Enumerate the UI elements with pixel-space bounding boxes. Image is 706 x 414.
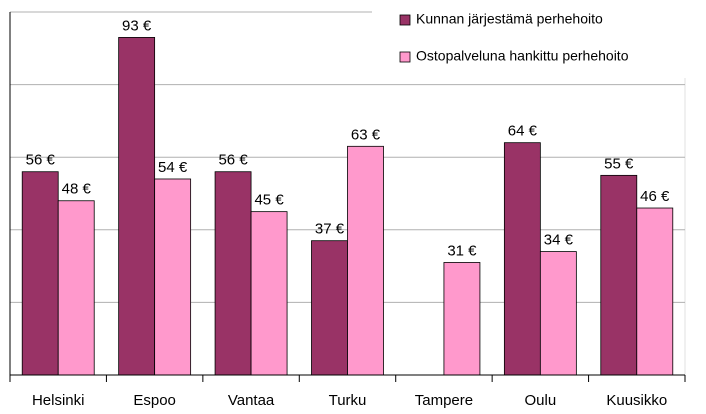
x-tick-label: Tampere	[415, 392, 473, 409]
data-label: 56 €	[26, 152, 56, 169]
bar	[214, 171, 252, 376]
bar	[443, 262, 481, 376]
bar	[118, 37, 156, 376]
legend-swatch	[399, 51, 411, 63]
legend-swatch	[399, 14, 411, 26]
x-tick-label: Oulu	[525, 392, 557, 409]
bar	[311, 240, 348, 376]
data-label: 31 €	[447, 242, 477, 259]
x-tick-label: Kuusikko	[606, 392, 667, 409]
bar	[347, 145, 384, 376]
data-label: 45 €	[254, 192, 284, 209]
data-label: 63 €	[351, 126, 381, 143]
x-tick-label: Helsinki	[32, 392, 85, 409]
legend-label: Ostopalveluna hankittu perhehoito	[416, 48, 629, 64]
data-label: 93 €	[122, 17, 152, 34]
data-label: 56 €	[218, 152, 248, 169]
data-label: 55 €	[604, 155, 634, 172]
bar	[636, 207, 674, 376]
data-label: 64 €	[508, 123, 538, 140]
data-label: 48 €	[62, 181, 92, 198]
x-tick-label: Espoo	[133, 392, 176, 409]
bar	[154, 178, 192, 376]
data-label: 46 €	[640, 188, 670, 205]
bar	[503, 142, 541, 376]
x-tick-label: Vantaa	[228, 392, 275, 409]
x-tick-label: Turku	[329, 392, 367, 409]
bar	[250, 211, 288, 376]
bar	[21, 171, 59, 376]
legend-background	[372, 2, 702, 78]
bar	[57, 200, 95, 376]
bar	[539, 251, 577, 376]
legend-label: Kunnan järjestämä perhehoito	[416, 11, 603, 27]
data-label: 34 €	[544, 232, 574, 249]
bar	[600, 174, 638, 376]
data-label: 37 €	[315, 221, 345, 238]
data-label: 54 €	[158, 159, 188, 176]
